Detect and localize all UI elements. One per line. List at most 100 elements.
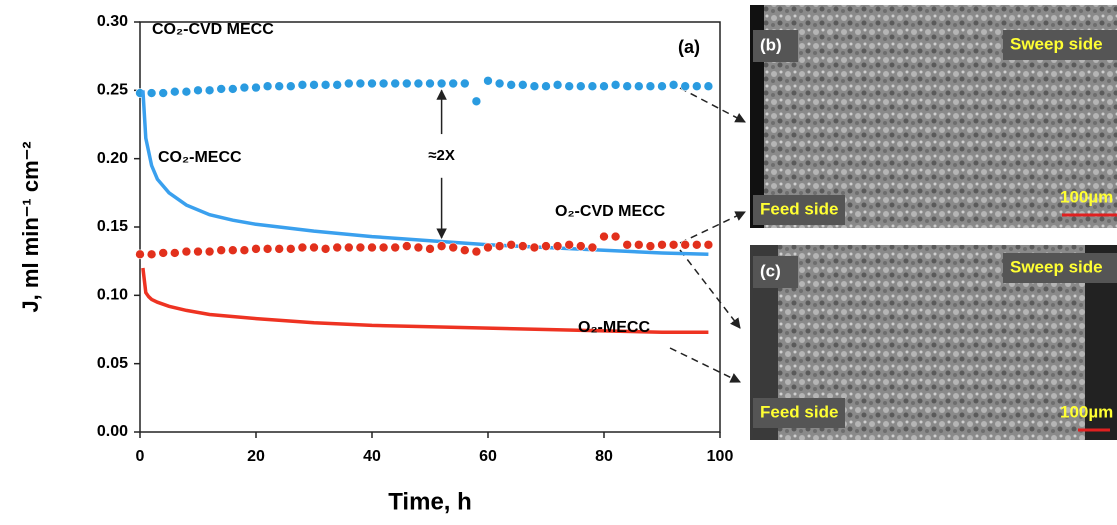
data-point — [680, 239, 691, 250]
data-point — [170, 86, 180, 97]
data-point — [483, 75, 493, 86]
data-point — [622, 239, 633, 250]
data-point — [390, 78, 401, 89]
data-point — [564, 239, 575, 250]
data-point — [158, 88, 168, 98]
data-point — [587, 242, 598, 253]
data-point — [633, 239, 644, 250]
data-line — [141, 90, 709, 257]
label-box — [1003, 253, 1117, 283]
data-point — [459, 245, 470, 256]
data-point — [204, 246, 215, 257]
data-point — [413, 242, 424, 253]
data-point — [506, 80, 517, 90]
data-point — [239, 245, 250, 256]
data-point — [285, 81, 296, 92]
panel-label: (c) — [760, 261, 781, 280]
arrow — [679, 87, 746, 123]
series-label: O₂-MECC — [578, 319, 650, 336]
y-tick-label: 0.30 — [97, 13, 128, 30]
y-tick-label: 0.05 — [97, 355, 128, 372]
data-point — [216, 84, 226, 94]
data-point — [552, 80, 563, 90]
annotation: ≈2X — [428, 147, 455, 164]
x-tick-label: 100 — [707, 448, 734, 465]
data-point — [448, 78, 459, 89]
data-point — [193, 85, 203, 96]
data-point — [401, 78, 412, 89]
data-line — [141, 267, 709, 334]
x-tick-label: 40 — [363, 448, 381, 465]
data-point — [274, 244, 285, 254]
data-point — [297, 80, 308, 90]
data-point — [332, 80, 343, 90]
data-point — [633, 81, 644, 92]
side-label: Feed side — [760, 199, 838, 218]
panel-b: (b) Sweep side Feed side 100µm — [750, 5, 1117, 228]
data-point — [703, 239, 714, 250]
data-point — [575, 81, 586, 92]
label-box — [753, 30, 798, 62]
data-point — [448, 242, 459, 253]
data-point — [691, 239, 702, 250]
data-point — [645, 241, 656, 251]
data-point — [204, 85, 215, 96]
y-tick-label: 0.10 — [97, 287, 128, 304]
x-tick-label: 20 — [247, 448, 265, 465]
series-label: O₂-CVD MECC — [555, 203, 666, 220]
x-axis-title: Time, h — [388, 488, 472, 515]
data-point — [575, 241, 586, 251]
data-point — [668, 239, 679, 250]
data-point — [494, 241, 505, 251]
data-point — [471, 96, 482, 107]
label-box — [753, 195, 845, 225]
data-point — [459, 78, 470, 89]
data-point — [541, 81, 551, 92]
data-point — [216, 245, 226, 256]
data-point — [425, 244, 435, 254]
arrow — [669, 347, 741, 383]
data-point — [262, 81, 273, 92]
data-point — [193, 246, 203, 257]
data-point — [494, 78, 505, 89]
data-point — [529, 81, 540, 92]
data-point — [343, 242, 354, 253]
data-point — [181, 246, 192, 257]
x-tick-label: 80 — [595, 448, 613, 465]
label-box — [753, 256, 798, 288]
panel-c: (c) Sweep side Feed side 100µm — [750, 245, 1117, 440]
data-point — [657, 239, 667, 250]
data-point — [645, 81, 656, 92]
y-tick-label: 0.00 — [97, 423, 128, 440]
data-point — [517, 80, 528, 90]
data-point — [355, 242, 366, 253]
data-point — [599, 81, 609, 92]
data-point — [401, 241, 412, 251]
data-point — [146, 88, 157, 98]
data-point — [343, 78, 354, 89]
data-point — [425, 78, 435, 89]
panel-label: (a) — [678, 37, 700, 57]
data-point — [622, 81, 633, 92]
y-tick-label: 0.25 — [97, 82, 128, 99]
x-tick-label: 60 — [479, 448, 497, 465]
arrow — [679, 211, 746, 244]
data-point — [309, 242, 319, 253]
data-point — [158, 248, 168, 258]
data-point — [228, 84, 238, 94]
data-point — [436, 241, 447, 251]
data-point — [262, 244, 273, 254]
data-point — [285, 244, 296, 254]
data-point — [610, 80, 621, 90]
data-point — [297, 242, 308, 253]
scale-label: 100µm — [1060, 402, 1113, 421]
data-point — [599, 231, 609, 242]
data-point — [251, 244, 261, 254]
data-point — [320, 80, 331, 90]
data-point — [610, 231, 621, 242]
data-point — [691, 81, 702, 92]
data-point — [483, 242, 493, 253]
side-label: Feed side — [760, 402, 838, 421]
x-tick-label: 0 — [136, 448, 145, 465]
data-point — [309, 80, 319, 90]
